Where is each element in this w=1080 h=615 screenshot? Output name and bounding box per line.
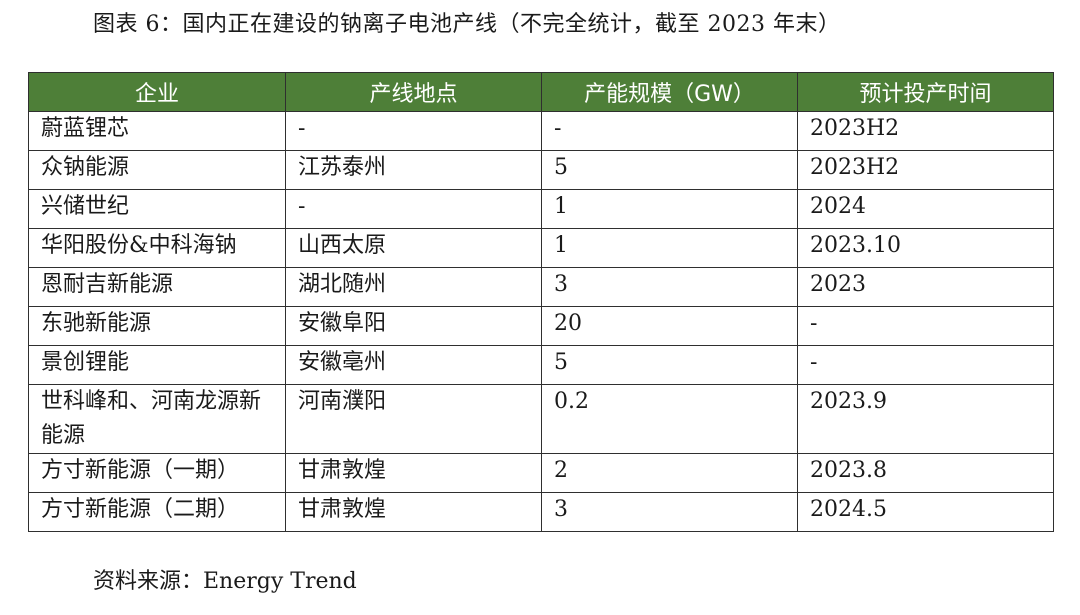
cell-production-time: - [797,306,1054,346]
cell-location: 河南濮阳 [285,384,542,454]
table-row: 东驰新能源 安徽阜阳 20 - [28,306,1054,346]
table-row: 方寸新能源（一期） 甘肃敦煌 2 2023.8 [28,453,1054,493]
table-row: 景创锂能 安徽亳州 5 - [28,345,1054,385]
cell-company: 兴储世纪 [28,189,286,229]
header-production-time: 预计投产时间 [797,72,1054,112]
cell-company: 众钠能源 [28,150,286,190]
cell-capacity: 1 [541,228,798,268]
cell-location: 安徽阜阳 [285,306,542,346]
sodium-battery-production-table-container: 企业 产线地点 产能规模（GW） 预计投产时间 蔚蓝锂芯 - - 2023H2 … [28,72,1054,532]
cell-location: - [285,111,542,151]
sodium-battery-production-table: 企业 产线地点 产能规模（GW） 预计投产时间 蔚蓝锂芯 - - 2023H2 … [28,72,1054,532]
cell-company: 方寸新能源（二期） [28,492,286,532]
cell-capacity: 1 [541,189,798,229]
cell-production-time: 2024 [797,189,1054,229]
cell-capacity: 2 [541,453,798,493]
cell-location: 江苏泰州 [285,150,542,190]
table-row: 众钠能源 江苏泰州 5 2023H2 [28,150,1054,190]
cell-production-time: 2023.8 [797,453,1054,493]
cell-company: 世科峰和、河南龙源新能源 [28,384,286,454]
figure-caption: 图表 6：国内正在建设的钠离子电池产线（不完全统计，截至 2023 年末） [93,12,841,37]
cell-production-time: 2023.10 [797,228,1054,268]
cell-capacity: 5 [541,345,798,385]
header-location: 产线地点 [285,72,542,112]
cell-capacity: 20 [541,306,798,346]
cell-production-time: 2023H2 [797,111,1054,151]
cell-location: 山西太原 [285,228,542,268]
table-row: 华阳股份&中科海钠 山西太原 1 2023.10 [28,228,1054,268]
cell-capacity: 5 [541,150,798,190]
table-row: 恩耐吉新能源 湖北随州 3 2023 [28,267,1054,307]
cell-location: - [285,189,542,229]
cell-production-time: 2024.5 [797,492,1054,532]
header-company: 企业 [28,72,286,112]
table-row: 兴储世纪 - 1 2024 [28,189,1054,229]
table-row: 方寸新能源（二期） 甘肃敦煌 3 2024.5 [28,492,1054,532]
cell-location: 湖北随州 [285,267,542,307]
table-row: 世科峰和、河南龙源新能源 河南濮阳 0.2 2023.9 [28,384,1054,454]
cell-company: 华阳股份&中科海钠 [28,228,286,268]
cell-company: 方寸新能源（一期） [28,453,286,493]
cell-location: 甘肃敦煌 [285,492,542,532]
source-note: 资料来源：Energy Trend [93,569,357,594]
table-header-row: 企业 产线地点 产能规模（GW） 预计投产时间 [28,72,1054,112]
cell-capacity: 3 [541,267,798,307]
cell-capacity: - [541,111,798,151]
cell-production-time: 2023 [797,267,1054,307]
cell-company: 蔚蓝锂芯 [28,111,286,151]
cell-location: 安徽亳州 [285,345,542,385]
cell-capacity: 3 [541,492,798,532]
cell-company: 东驰新能源 [28,306,286,346]
cell-location: 甘肃敦煌 [285,453,542,493]
cell-company: 恩耐吉新能源 [28,267,286,307]
cell-capacity: 0.2 [541,384,798,454]
table-row: 蔚蓝锂芯 - - 2023H2 [28,111,1054,151]
cell-company: 景创锂能 [28,345,286,385]
header-capacity: 产能规模（GW） [541,72,798,112]
cell-production-time: 2023H2 [797,150,1054,190]
cell-production-time: 2023.9 [797,384,1054,454]
cell-production-time: - [797,345,1054,385]
